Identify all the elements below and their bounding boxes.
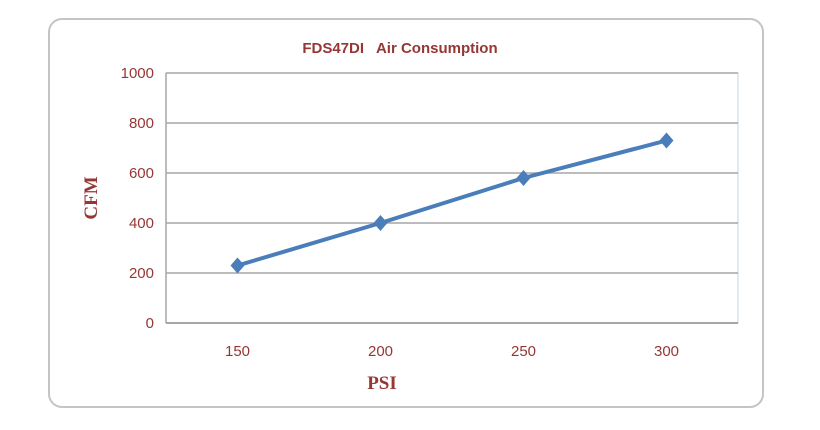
x-axis-label: PSI: [367, 373, 397, 394]
x-tick-label: 200: [368, 343, 393, 360]
y-axis-label: CFM: [81, 176, 102, 219]
y-tick-label: 600: [129, 165, 154, 182]
data-point: [373, 215, 388, 231]
series-line: [236, 138, 668, 268]
plot-area: [165, 72, 739, 324]
chart-title: FDS47DI Air Consumption: [302, 40, 497, 57]
data-point: [516, 170, 531, 186]
y-tick-label: 200: [129, 265, 154, 282]
x-tick-label: 150: [225, 343, 250, 360]
x-tick-label: 300: [654, 343, 679, 360]
data-point: [230, 257, 245, 274]
y-tick-label: 800: [129, 115, 154, 132]
y-tick-label: 1000: [121, 65, 154, 82]
y-tick-label: 400: [129, 215, 154, 232]
data-point: [659, 132, 674, 149]
chart-frame: [48, 18, 764, 408]
y-tick-label: 0: [146, 315, 154, 332]
x-tick-label: 250: [511, 343, 536, 360]
